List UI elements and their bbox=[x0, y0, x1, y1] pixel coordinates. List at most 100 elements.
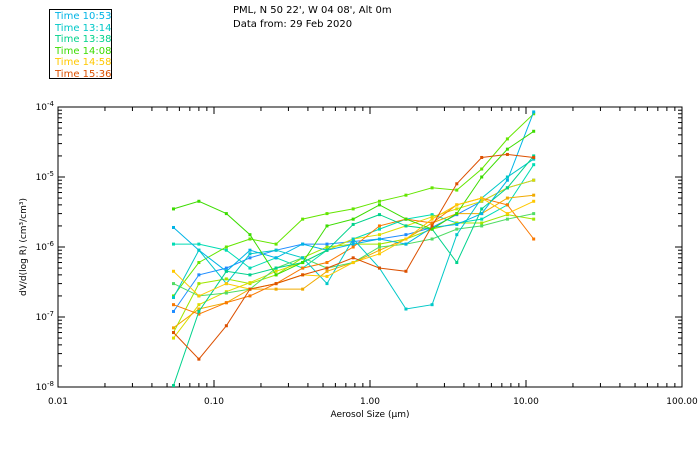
extra-trace-point bbox=[224, 266, 228, 270]
series-point bbox=[430, 303, 434, 307]
extra-trace-point bbox=[532, 237, 536, 241]
data-series bbox=[171, 110, 536, 388]
extra-trace-point bbox=[455, 207, 459, 211]
series-point bbox=[455, 261, 459, 265]
extra-trace-point bbox=[274, 287, 278, 291]
series-point bbox=[455, 203, 459, 207]
x-tick-label: 0.01 bbox=[48, 397, 68, 407]
extra-trace-point bbox=[351, 207, 355, 211]
series-point bbox=[197, 357, 201, 361]
extra-trace-point bbox=[325, 242, 329, 246]
series-point bbox=[505, 175, 509, 179]
extra-trace-point bbox=[505, 203, 509, 207]
series-point bbox=[248, 233, 252, 237]
series-point bbox=[455, 222, 459, 226]
series-point bbox=[325, 248, 329, 252]
series-point bbox=[404, 224, 408, 228]
x-tick-label: 100.00 bbox=[666, 397, 698, 407]
extra-trace-point bbox=[480, 217, 484, 221]
extra-trace-point bbox=[171, 242, 175, 246]
series-point bbox=[377, 213, 381, 217]
extra-trace-point bbox=[430, 186, 434, 190]
extra-trace-point bbox=[377, 233, 381, 237]
x-tick-label: 10.00 bbox=[513, 397, 539, 407]
series-point bbox=[248, 273, 252, 277]
extra-trace-point bbox=[377, 227, 381, 231]
series-point bbox=[377, 266, 381, 270]
extra-trace-point bbox=[377, 248, 381, 252]
series-line bbox=[173, 158, 534, 310]
series-point bbox=[404, 217, 408, 221]
extra-trace-point bbox=[325, 261, 329, 265]
series-point bbox=[351, 237, 355, 241]
series-point bbox=[274, 282, 278, 286]
series-point bbox=[351, 242, 355, 246]
extra-trace-point bbox=[248, 237, 252, 241]
series-point bbox=[430, 224, 434, 228]
series-point bbox=[301, 261, 305, 265]
series-point bbox=[197, 294, 201, 298]
extra-trace-point bbox=[532, 178, 536, 182]
y-tick-label: 10-5 bbox=[36, 170, 54, 183]
series-point bbox=[351, 256, 355, 260]
series-point bbox=[325, 282, 329, 286]
extra-trace-point bbox=[171, 303, 175, 307]
extra-trace-point bbox=[351, 245, 355, 249]
extra-trace-point bbox=[171, 282, 175, 286]
extra-trace-point bbox=[171, 294, 175, 298]
series-point bbox=[274, 256, 278, 260]
series-point bbox=[532, 199, 536, 203]
series-point bbox=[351, 261, 355, 265]
series-point bbox=[248, 248, 252, 252]
series-point bbox=[171, 207, 175, 211]
series-point bbox=[480, 207, 484, 211]
extra-trace-point bbox=[274, 242, 278, 246]
extra-trace-point bbox=[532, 112, 536, 116]
extra-trace-point bbox=[404, 193, 408, 197]
extra-trace-point bbox=[248, 281, 252, 285]
extra-trace-point bbox=[325, 212, 329, 216]
extra-trace-point bbox=[430, 213, 434, 217]
extra-trace-point bbox=[197, 242, 201, 246]
extra-trace-point bbox=[248, 294, 252, 298]
series-point bbox=[480, 212, 484, 216]
series-point bbox=[532, 157, 536, 161]
series-point bbox=[197, 199, 201, 203]
extra-trace-point bbox=[325, 269, 329, 273]
series-point bbox=[248, 287, 252, 291]
extra-trace-point bbox=[171, 326, 175, 330]
series-point bbox=[430, 225, 434, 229]
series-point bbox=[404, 242, 408, 246]
series-point bbox=[351, 222, 355, 226]
x-axis-label: Aerosol Size (μm) bbox=[331, 410, 410, 420]
series-point bbox=[505, 152, 509, 156]
legend-item: Time 13:14 bbox=[55, 22, 112, 34]
series-point bbox=[377, 203, 381, 207]
series-point bbox=[480, 196, 484, 200]
extra-trace-point bbox=[224, 277, 228, 281]
y-axis-label: dV/d(log R) (cm³/cm³) bbox=[19, 198, 29, 296]
extra-trace-line bbox=[173, 214, 534, 333]
series-point bbox=[404, 269, 408, 273]
extra-trace-point bbox=[248, 266, 252, 270]
extra-trace-point bbox=[197, 261, 201, 265]
extra-trace-point bbox=[224, 291, 228, 295]
extra-trace-point bbox=[404, 233, 408, 237]
series-point bbox=[171, 331, 175, 335]
extra-trace-point bbox=[505, 217, 509, 221]
x-tick-label: 0.10 bbox=[204, 397, 224, 407]
series-point bbox=[274, 273, 278, 277]
series-point bbox=[505, 186, 509, 190]
x-tick-label: 1.00 bbox=[360, 397, 380, 407]
series-point bbox=[224, 282, 228, 286]
series-point bbox=[224, 324, 228, 328]
extra-trace-point bbox=[480, 167, 484, 171]
series-point bbox=[301, 273, 305, 277]
series-point bbox=[224, 269, 228, 273]
y-axis-ticks: 10-8 10-7 10-6 10-5 10-4 bbox=[36, 100, 682, 393]
extra-trace-point bbox=[274, 269, 278, 273]
legend-item: Time 15:36 bbox=[55, 68, 112, 80]
series-point bbox=[325, 224, 329, 228]
extra-trace-point bbox=[505, 196, 509, 200]
extra-trace-point bbox=[197, 282, 201, 286]
